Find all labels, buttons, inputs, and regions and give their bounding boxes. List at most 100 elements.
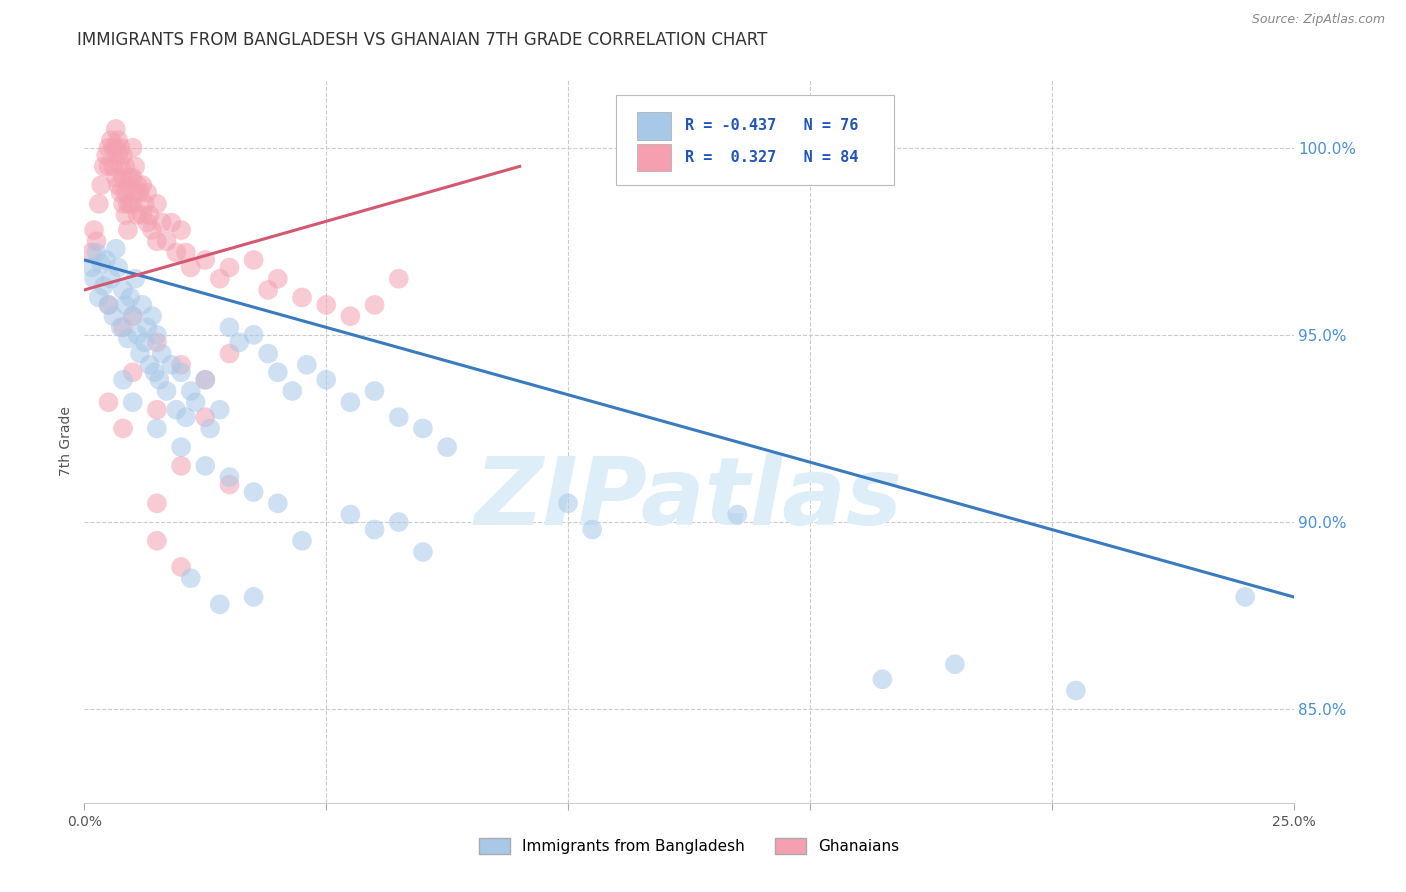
Point: [170, 458, 193, 473]
Point: [363, 523, 385, 537]
Point: [150, 346, 173, 360]
Point: [218, 346, 240, 360]
Point: [114, 298, 136, 312]
Point: [107, 148, 129, 162]
Point: [194, 373, 217, 387]
Point: [131, 208, 153, 222]
Point: [165, 402, 187, 417]
Point: [388, 410, 411, 425]
Point: [103, 160, 125, 174]
Point: [943, 657, 966, 672]
Point: [120, 196, 142, 211]
Point: [110, 160, 132, 174]
Point: [388, 515, 411, 529]
Point: [725, 508, 748, 522]
Point: [104, 122, 127, 136]
Point: [114, 186, 136, 200]
Point: [110, 141, 132, 155]
Point: [94, 252, 117, 267]
Point: [141, 309, 163, 323]
Point: [146, 533, 169, 548]
Point: [112, 170, 135, 185]
Point: [174, 245, 197, 260]
Point: [117, 223, 139, 237]
Point: [295, 358, 318, 372]
Text: IMMIGRANTS FROM BANGLADESH VS GHANAIAN 7TH GRADE CORRELATION CHART: IMMIGRANTS FROM BANGLADESH VS GHANAIAN 7…: [77, 31, 768, 49]
Point: [267, 271, 290, 285]
Point: [114, 208, 136, 222]
Point: [339, 508, 361, 522]
Point: [141, 223, 163, 237]
Text: Source: ZipAtlas.com: Source: ZipAtlas.com: [1251, 13, 1385, 27]
Point: [110, 186, 132, 200]
Point: [412, 421, 434, 435]
Point: [97, 298, 120, 312]
Point: [155, 384, 177, 398]
Point: [218, 477, 240, 491]
Point: [117, 178, 139, 193]
Point: [267, 365, 290, 379]
Point: [1234, 590, 1257, 604]
Point: [121, 309, 143, 323]
Point: [129, 186, 152, 200]
Point: [121, 196, 143, 211]
Point: [136, 215, 159, 229]
Point: [872, 673, 894, 687]
Point: [107, 178, 129, 193]
Point: [80, 245, 103, 260]
Point: [104, 242, 127, 256]
Bar: [637, 112, 671, 139]
Point: [150, 215, 173, 229]
Point: [121, 395, 143, 409]
Point: [104, 170, 127, 185]
Point: [170, 365, 193, 379]
Point: [90, 178, 112, 193]
Point: [218, 320, 240, 334]
Legend: Immigrants from Bangladesh, Ghanaians: Immigrants from Bangladesh, Ghanaians: [472, 832, 905, 860]
Point: [97, 160, 120, 174]
Point: [107, 260, 129, 275]
Point: [97, 298, 120, 312]
Point: [174, 410, 197, 425]
Point: [208, 402, 231, 417]
Point: [218, 470, 240, 484]
Point: [100, 271, 122, 285]
Point: [146, 402, 169, 417]
Point: [412, 545, 434, 559]
Point: [117, 196, 139, 211]
Point: [339, 395, 361, 409]
Point: [194, 252, 217, 267]
Point: [117, 332, 139, 346]
Point: [112, 421, 135, 435]
Point: [112, 196, 135, 211]
Point: [160, 215, 183, 229]
Point: [138, 208, 160, 222]
Point: [100, 133, 122, 147]
Point: [146, 234, 169, 248]
Point: [165, 245, 187, 260]
Point: [93, 279, 115, 293]
Point: [121, 365, 143, 379]
Point: [242, 252, 264, 267]
Point: [339, 309, 361, 323]
Point: [124, 186, 146, 200]
Point: [146, 335, 169, 350]
Point: [112, 148, 135, 162]
Point: [194, 458, 217, 473]
Point: [198, 421, 221, 435]
Point: [180, 260, 202, 275]
Point: [129, 346, 152, 360]
Point: [83, 223, 105, 237]
Point: [80, 260, 103, 275]
Point: [194, 410, 217, 425]
Point: [146, 421, 169, 435]
Point: [257, 283, 280, 297]
Point: [121, 309, 143, 323]
Text: R =  0.327   N = 84: R = 0.327 N = 84: [685, 150, 859, 165]
Point: [121, 170, 143, 185]
Point: [93, 160, 115, 174]
Point: [267, 496, 290, 510]
Point: [281, 384, 304, 398]
Point: [97, 141, 120, 155]
Point: [208, 598, 231, 612]
